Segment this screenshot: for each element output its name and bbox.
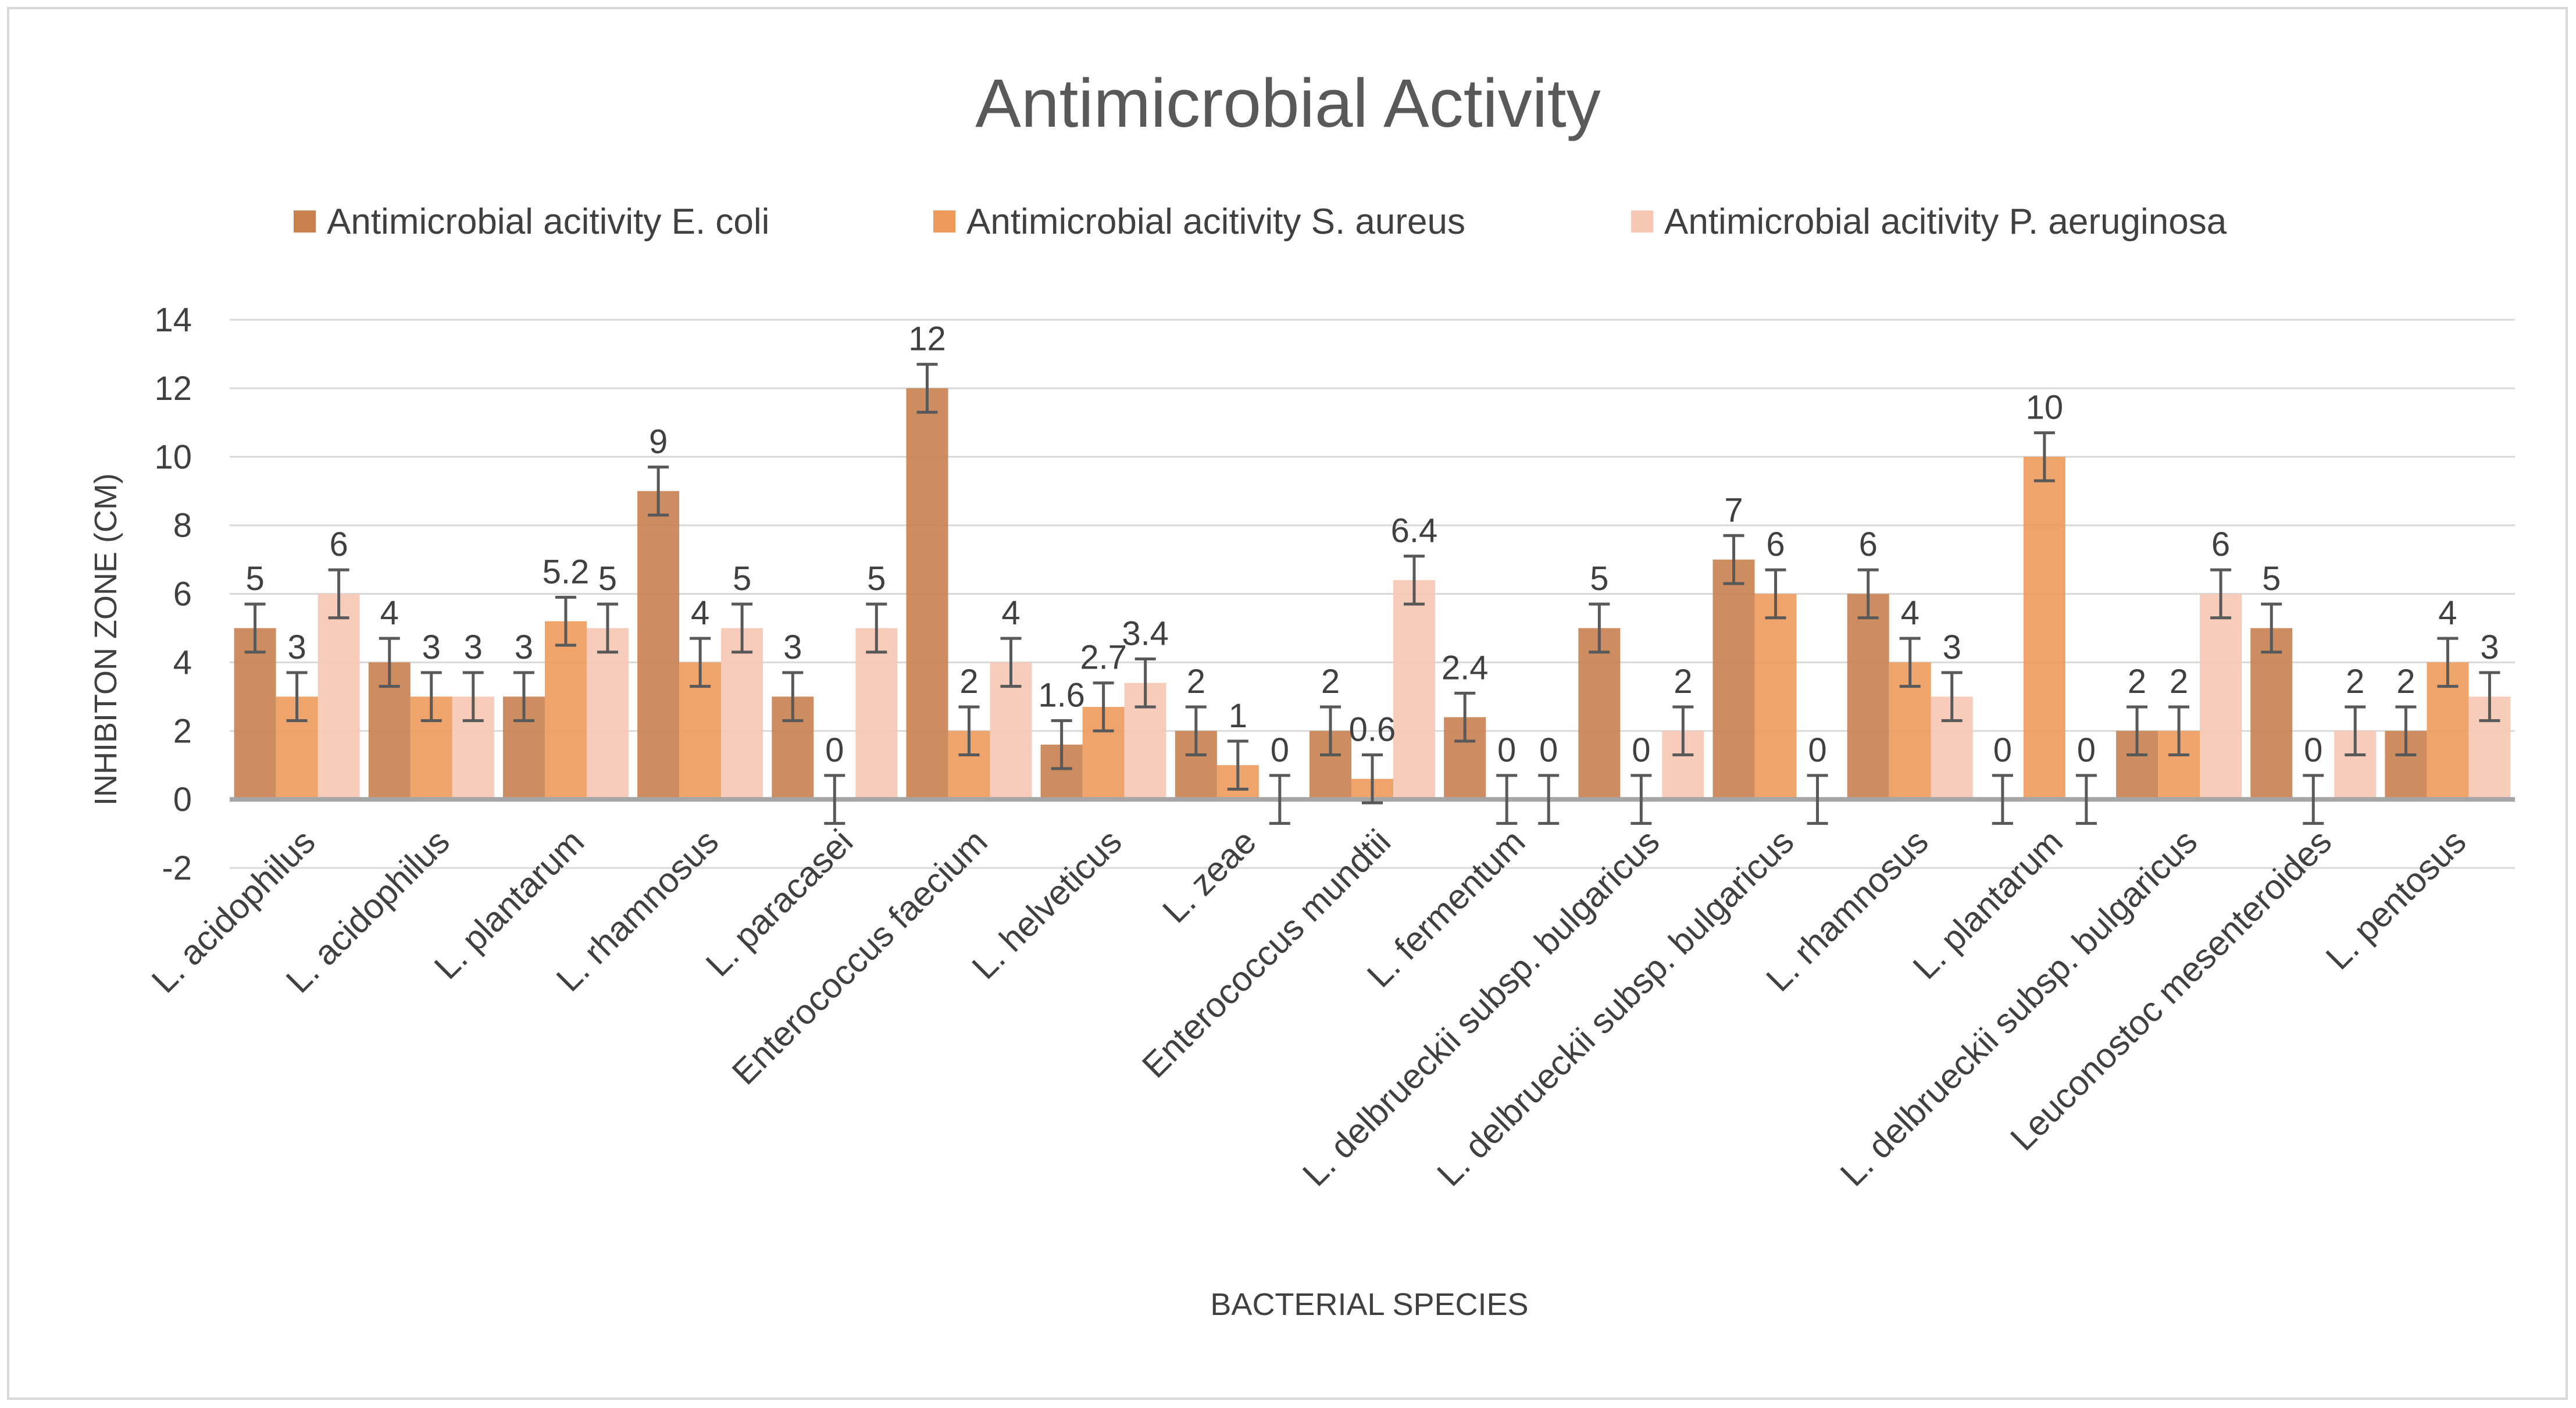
data-label: 0 <box>1539 731 1558 769</box>
y-axis-title: INHIBITON ZONE (CM) <box>88 473 123 806</box>
bar <box>544 621 587 800</box>
category-label: L. pentosus <box>2318 822 2474 977</box>
data-label: 2 <box>1187 663 1205 701</box>
category-label: L. zeae <box>1155 822 1264 931</box>
data-label: 3.4 <box>1122 614 1169 652</box>
bar <box>637 491 680 800</box>
data-label: 6.4 <box>1391 512 1438 550</box>
data-label: 3 <box>783 628 802 666</box>
data-label: 0 <box>1632 731 1650 769</box>
data-label: 0 <box>1271 731 1289 769</box>
data-label: 3 <box>464 628 483 666</box>
data-label: 3 <box>287 628 306 666</box>
bar <box>906 388 948 800</box>
data-label: 4 <box>691 594 709 632</box>
legend-swatch-s-aureus <box>933 210 955 233</box>
y-tick-label: 12 <box>154 370 192 408</box>
bar <box>2250 628 2293 800</box>
bar <box>721 628 763 800</box>
bar <box>1393 580 1435 800</box>
data-label: 5 <box>733 560 751 598</box>
data-label: 5 <box>598 560 617 598</box>
data-label: 6 <box>1859 526 1878 563</box>
y-tick-label: 4 <box>173 644 192 681</box>
data-label: 2 <box>2396 663 2415 701</box>
y-tick-label: 6 <box>173 576 192 613</box>
data-label: 0 <box>2304 731 2322 769</box>
data-label: 4 <box>380 594 399 632</box>
data-label: 5 <box>2262 560 2281 598</box>
y-tick-label: -2 <box>162 849 192 887</box>
data-label: 4 <box>1901 594 1919 632</box>
data-label: 5 <box>245 560 264 598</box>
data-label: 5 <box>1590 560 1608 598</box>
data-label: 4 <box>2438 594 2457 632</box>
bar <box>2023 456 2065 800</box>
data-label: 6 <box>1766 526 1785 563</box>
bar <box>234 628 276 800</box>
data-label: 0 <box>1993 731 2012 769</box>
data-label: 3 <box>422 628 441 666</box>
data-label: 3 <box>515 628 533 666</box>
data-label: 2 <box>2128 663 2146 701</box>
legend-swatch-p-aeruginosa <box>1631 210 1653 233</box>
data-label: 0 <box>1497 731 1516 769</box>
y-tick-label: 10 <box>154 438 192 476</box>
data-label: 2.7 <box>1080 639 1127 677</box>
data-label: 2 <box>959 663 978 701</box>
error-bars <box>244 363 2500 825</box>
bar <box>1847 594 1889 800</box>
data-label: 7 <box>1724 491 1743 529</box>
data-label: 9 <box>649 423 668 460</box>
data-label: 5.2 <box>543 553 590 591</box>
data-label: 6 <box>329 526 348 563</box>
data-label: 0.6 <box>1349 711 1396 749</box>
category-label: Enterococcus mundtii <box>1134 822 1398 1085</box>
data-label: 2 <box>2170 663 2188 701</box>
bar <box>1712 559 1755 800</box>
bar <box>1754 594 1797 800</box>
data-label: 3 <box>2480 628 2499 666</box>
data-label: 1.6 <box>1038 677 1085 714</box>
data-label: 0 <box>2077 731 2096 769</box>
legend-label-e-coli: Antimicrobial acitivity E. coli <box>327 202 769 242</box>
y-axis-ticks: -2 0 2 4 6 8 10 12 14 <box>154 301 192 887</box>
y-tick-label: 2 <box>173 712 192 750</box>
category-label: Enterococcus faecium <box>725 822 995 1092</box>
data-label: 2 <box>2346 663 2364 701</box>
data-label: 1 <box>1229 697 1247 735</box>
x-axis-title: BACTERIAL SPECIES <box>1210 1287 1528 1322</box>
bar <box>317 594 360 800</box>
y-tick-label: 0 <box>173 781 192 819</box>
legend: Antimicrobial acitivity E. coli Antimicr… <box>294 202 2227 242</box>
data-label: 10 <box>2026 388 2064 426</box>
y-tick-label: 8 <box>173 507 192 545</box>
data-label: 2 <box>1674 663 1692 701</box>
chart-title: Antimicrobial Activity <box>975 65 1600 142</box>
bar <box>1578 628 1621 800</box>
bar <box>2200 594 2242 800</box>
data-label: 2 <box>1321 663 1340 701</box>
legend-label-s-aureus: Antimicrobial acitivity S. aureus <box>966 202 1465 242</box>
data-label: 6 <box>2211 526 2230 563</box>
bar <box>586 628 629 800</box>
data-label: 4 <box>1001 594 1020 632</box>
data-label: 3 <box>1943 628 1961 666</box>
data-label: 0 <box>1808 731 1826 769</box>
bar <box>855 628 898 800</box>
data-label: 5 <box>867 560 886 598</box>
data-label: 2.4 <box>1442 649 1489 687</box>
data-label: 12 <box>908 320 946 358</box>
bars <box>234 388 2511 800</box>
y-tick-label: 14 <box>154 301 192 339</box>
legend-label-p-aeruginosa: Antimicrobial acitivity P. aeruginosa <box>1664 202 2227 242</box>
legend-swatch-e-coli <box>294 210 316 233</box>
data-label: 0 <box>825 731 844 769</box>
